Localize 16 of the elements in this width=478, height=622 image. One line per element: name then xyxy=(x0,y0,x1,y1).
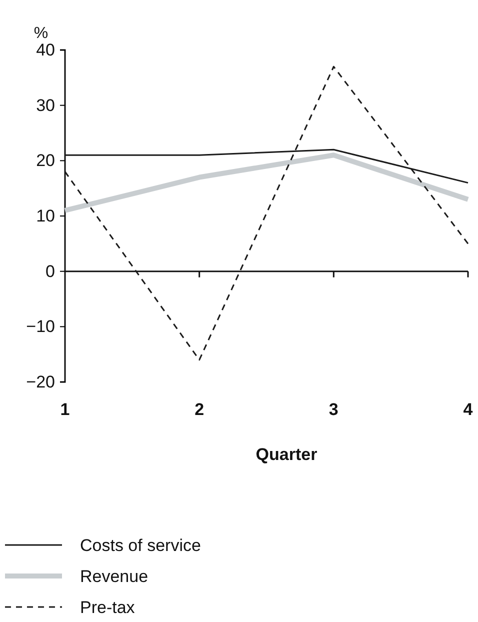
y-tick-label: −20 xyxy=(26,372,55,392)
y-tick-label: 10 xyxy=(36,206,55,226)
legend-label: Pre-tax xyxy=(80,598,136,617)
x-tick-label: 4 xyxy=(463,400,474,419)
y-tick-label: 40 xyxy=(36,40,55,60)
x-axis-title: Quarter xyxy=(256,445,318,464)
y-tick-label: 30 xyxy=(36,96,55,115)
x-tick-label: 3 xyxy=(328,400,338,419)
y-tick-label: 20 xyxy=(36,151,55,170)
x-tick-label: 2 xyxy=(194,400,204,419)
x-tick-label: 1 xyxy=(60,400,70,419)
legend-label: Revenue xyxy=(80,567,148,586)
y-axis-title: % xyxy=(34,25,48,42)
y-tick-label: −10 xyxy=(26,317,55,336)
legend-label: Costs of service xyxy=(80,536,201,555)
y-tick-label: 0 xyxy=(46,262,55,281)
